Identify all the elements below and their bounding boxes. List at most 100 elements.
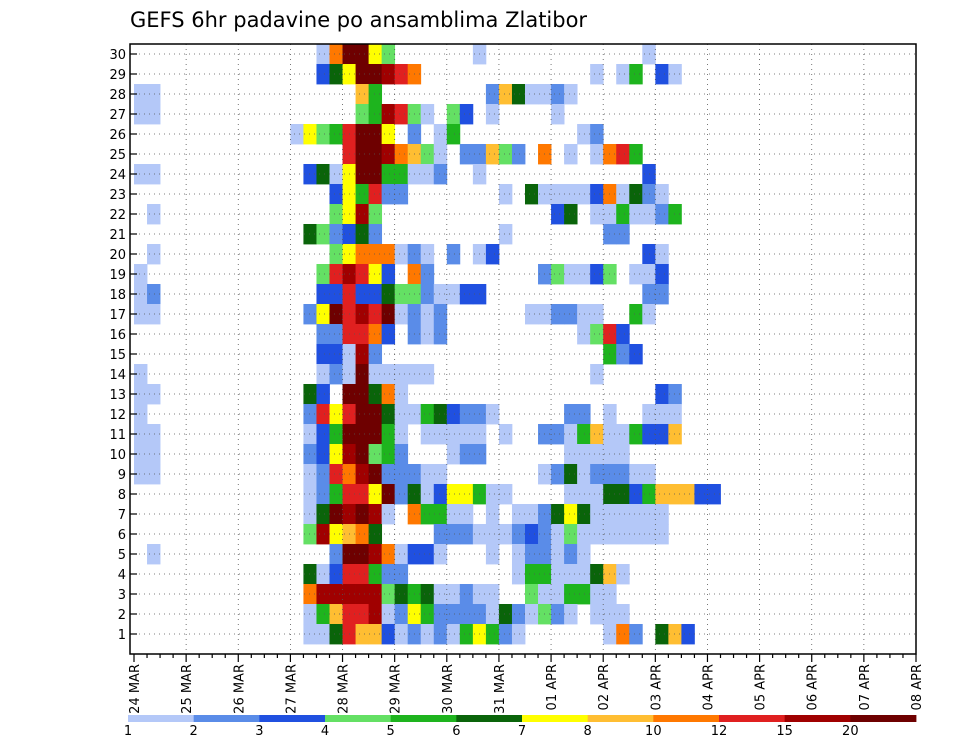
y-tick-label: 8 bbox=[118, 488, 126, 503]
heatmap-cell bbox=[394, 564, 409, 585]
heatmap-cell bbox=[329, 604, 343, 625]
heatmap-cell bbox=[498, 484, 513, 505]
heatmap-cell bbox=[394, 384, 409, 405]
legend-label: 6 bbox=[452, 724, 460, 739]
heatmap-cell bbox=[355, 404, 369, 425]
heatmap-cell bbox=[394, 544, 409, 565]
heatmap-cell bbox=[381, 104, 396, 125]
heatmap-cell bbox=[381, 424, 396, 445]
y-tick-label: 21 bbox=[109, 228, 126, 243]
heatmap-cell bbox=[329, 404, 343, 425]
heatmap-cell bbox=[668, 64, 682, 85]
heatmap-cell bbox=[368, 384, 383, 405]
heatmap-cell bbox=[355, 144, 369, 165]
heatmap-cell bbox=[147, 104, 161, 125]
heatmap-cell bbox=[459, 624, 474, 645]
legend-swatch bbox=[325, 715, 392, 722]
heatmap-cell bbox=[446, 584, 461, 605]
heatmap-cell bbox=[368, 504, 383, 525]
y-tick-label: 23 bbox=[109, 188, 126, 203]
legend-label: 1 bbox=[124, 724, 132, 739]
heatmap-cell bbox=[381, 544, 396, 565]
heatmap-cell bbox=[485, 144, 500, 165]
heatmap-cell bbox=[368, 404, 383, 425]
heatmap-cell bbox=[355, 104, 369, 125]
heatmap-cell bbox=[590, 604, 604, 625]
heatmap-cell bbox=[368, 544, 383, 565]
heatmap-cell bbox=[616, 144, 630, 165]
heatmap-cell bbox=[355, 124, 369, 145]
heatmap-cell bbox=[433, 464, 448, 485]
heatmap-cell bbox=[446, 284, 461, 305]
heatmap-cell bbox=[303, 464, 317, 485]
heatmap-cell bbox=[355, 484, 369, 505]
heatmap-cell bbox=[525, 524, 539, 545]
heatmap-cell bbox=[420, 144, 435, 165]
heatmap-cell bbox=[498, 84, 513, 105]
heatmap-cell bbox=[329, 164, 343, 185]
heatmap-cell bbox=[694, 484, 708, 505]
heatmap-cell bbox=[316, 304, 330, 325]
heatmap-cell bbox=[303, 484, 317, 505]
y-tick-label: 29 bbox=[109, 68, 126, 83]
heatmap-cell bbox=[433, 404, 448, 425]
y-tick-label: 17 bbox=[109, 308, 126, 323]
plot-frame bbox=[129, 43, 917, 655]
legend-label: 15 bbox=[776, 724, 793, 739]
heatmap-cell bbox=[368, 324, 383, 345]
x-tick-label: 06 APR bbox=[806, 664, 821, 710]
legend-swatch bbox=[522, 715, 589, 722]
heatmap-cell bbox=[459, 584, 474, 605]
heatmap-cell bbox=[316, 224, 330, 245]
heatmap-cell bbox=[316, 284, 330, 305]
heatmap-cell bbox=[616, 504, 630, 525]
heatmap-cell bbox=[394, 604, 409, 625]
heatmap-cell bbox=[433, 164, 448, 185]
y-tick-label: 28 bbox=[109, 88, 126, 103]
heatmap-cell bbox=[629, 204, 643, 225]
heatmap-cell bbox=[303, 504, 317, 525]
heatmap-cell bbox=[446, 104, 461, 125]
heatmap-cell bbox=[355, 204, 369, 225]
heatmap-cell bbox=[629, 624, 643, 645]
heatmap-cell bbox=[147, 84, 161, 105]
heatmap-cell bbox=[629, 484, 643, 505]
heatmap-cell bbox=[485, 544, 500, 565]
y-tick-label: 16 bbox=[109, 328, 126, 343]
heatmap-cell bbox=[551, 304, 565, 325]
heatmap-cell bbox=[564, 404, 578, 425]
x-tick-label: 01 APR bbox=[545, 664, 560, 710]
x-tick-label: 27 MAR bbox=[284, 664, 299, 714]
heatmap-cell bbox=[355, 64, 369, 85]
heatmap-cell bbox=[459, 404, 474, 425]
heatmap-cell bbox=[459, 424, 474, 445]
heatmap-cell bbox=[551, 84, 565, 105]
heatmap-cell bbox=[564, 204, 578, 225]
heatmap-cell bbox=[577, 444, 591, 465]
heatmap-cell bbox=[381, 44, 396, 65]
heatmap-cell bbox=[381, 584, 396, 605]
heatmap-cell bbox=[525, 544, 539, 565]
heatmap-cell bbox=[394, 284, 409, 305]
y-tick-label: 13 bbox=[109, 388, 126, 403]
heatmap-cell bbox=[394, 244, 409, 265]
heatmap-cell bbox=[316, 524, 330, 545]
legend-swatch bbox=[193, 715, 260, 722]
heatmap-cell bbox=[485, 404, 500, 425]
heatmap-cell bbox=[629, 144, 643, 165]
heatmap-cell bbox=[433, 284, 448, 305]
heatmap-cell bbox=[485, 104, 500, 125]
heatmap-cell bbox=[655, 504, 669, 525]
heatmap-cell bbox=[525, 564, 539, 585]
heatmap-cell bbox=[316, 324, 330, 345]
heatmap-cell bbox=[564, 444, 578, 465]
heatmap-cell bbox=[590, 264, 604, 285]
heatmap-cell bbox=[381, 384, 396, 405]
heatmap-cell bbox=[316, 164, 330, 185]
heatmap-cell bbox=[381, 144, 396, 165]
heatmap-cell bbox=[420, 324, 435, 345]
heatmap-cell bbox=[525, 504, 539, 525]
heatmap-cell bbox=[590, 64, 604, 85]
heatmap-cell bbox=[368, 104, 383, 125]
heatmap-cell bbox=[616, 344, 630, 365]
